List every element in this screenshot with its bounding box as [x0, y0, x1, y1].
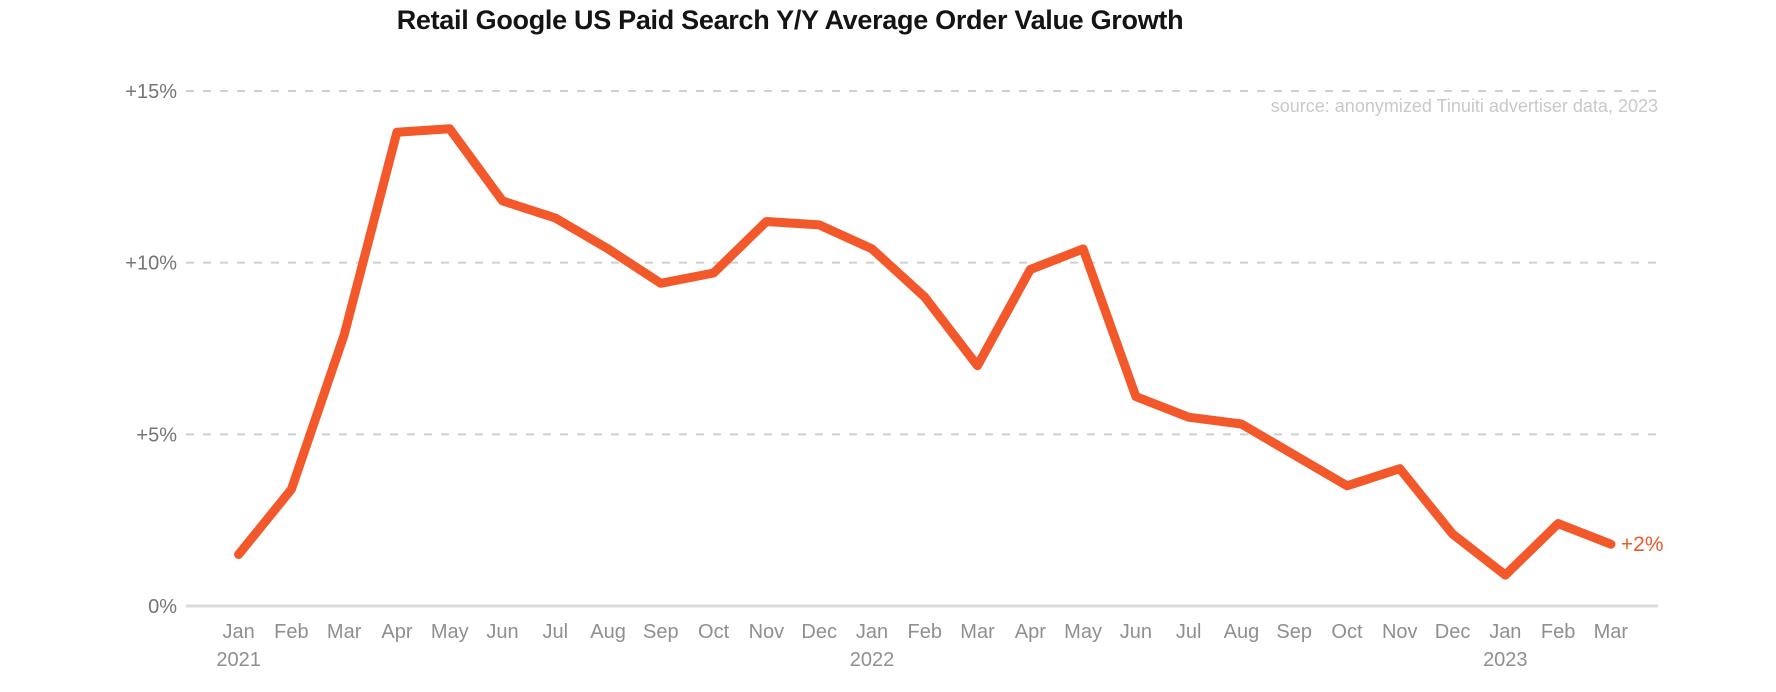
x-tick-label: Sep: [1276, 621, 1312, 643]
source-note: source: anonymized Tinuiti advertiser da…: [1270, 96, 1658, 116]
x-tick-label: Mar: [960, 621, 995, 643]
x-tick-label: May: [1064, 621, 1102, 643]
x-tick-label: Apr: [1015, 621, 1046, 643]
year-label: 2023: [1483, 649, 1528, 671]
x-tick-label: Jul: [542, 621, 568, 643]
x-tick-label: Aug: [1224, 621, 1260, 643]
end-value-label: +2%: [1621, 533, 1664, 556]
x-tick-label: Jul: [1176, 621, 1202, 643]
x-tick-label: Sep: [643, 621, 679, 643]
x-tick-label: Feb: [274, 621, 308, 643]
x-tick-label: Apr: [381, 621, 412, 643]
x-tick-label: Jun: [1120, 621, 1152, 643]
x-tick-label: Oct: [1331, 621, 1363, 643]
year-label: 2021: [216, 649, 261, 671]
x-tick-label: Mar: [1594, 621, 1629, 643]
y-tick-label: 0%: [148, 596, 177, 618]
x-tick-label: May: [431, 621, 469, 643]
y-tick-label: +5%: [136, 424, 177, 446]
x-tick-label: Nov: [749, 621, 785, 643]
x-tick-label: Jan: [856, 621, 888, 643]
x-tick-label: Jun: [486, 621, 518, 643]
x-tick-label: Mar: [327, 621, 362, 643]
x-tick-label: Aug: [590, 621, 626, 643]
x-tick-label: Nov: [1382, 621, 1418, 643]
x-tick-label: Feb: [1541, 621, 1575, 643]
aov-growth-line: [234, 124, 1616, 580]
y-tick-label: +15%: [125, 81, 177, 103]
x-tick-label: Dec: [801, 621, 837, 643]
x-tick-label: Jan: [222, 621, 254, 643]
x-tick-label: Feb: [908, 621, 942, 643]
year-label: 2022: [850, 649, 895, 671]
x-tick-label: Dec: [1435, 621, 1471, 643]
chart-title: Retail Google US Paid Search Y/Y Average…: [396, 5, 1184, 35]
y-tick-label: +10%: [125, 253, 177, 275]
x-tick-label: Jan: [1489, 621, 1521, 643]
x-tick-label: Oct: [698, 621, 730, 643]
